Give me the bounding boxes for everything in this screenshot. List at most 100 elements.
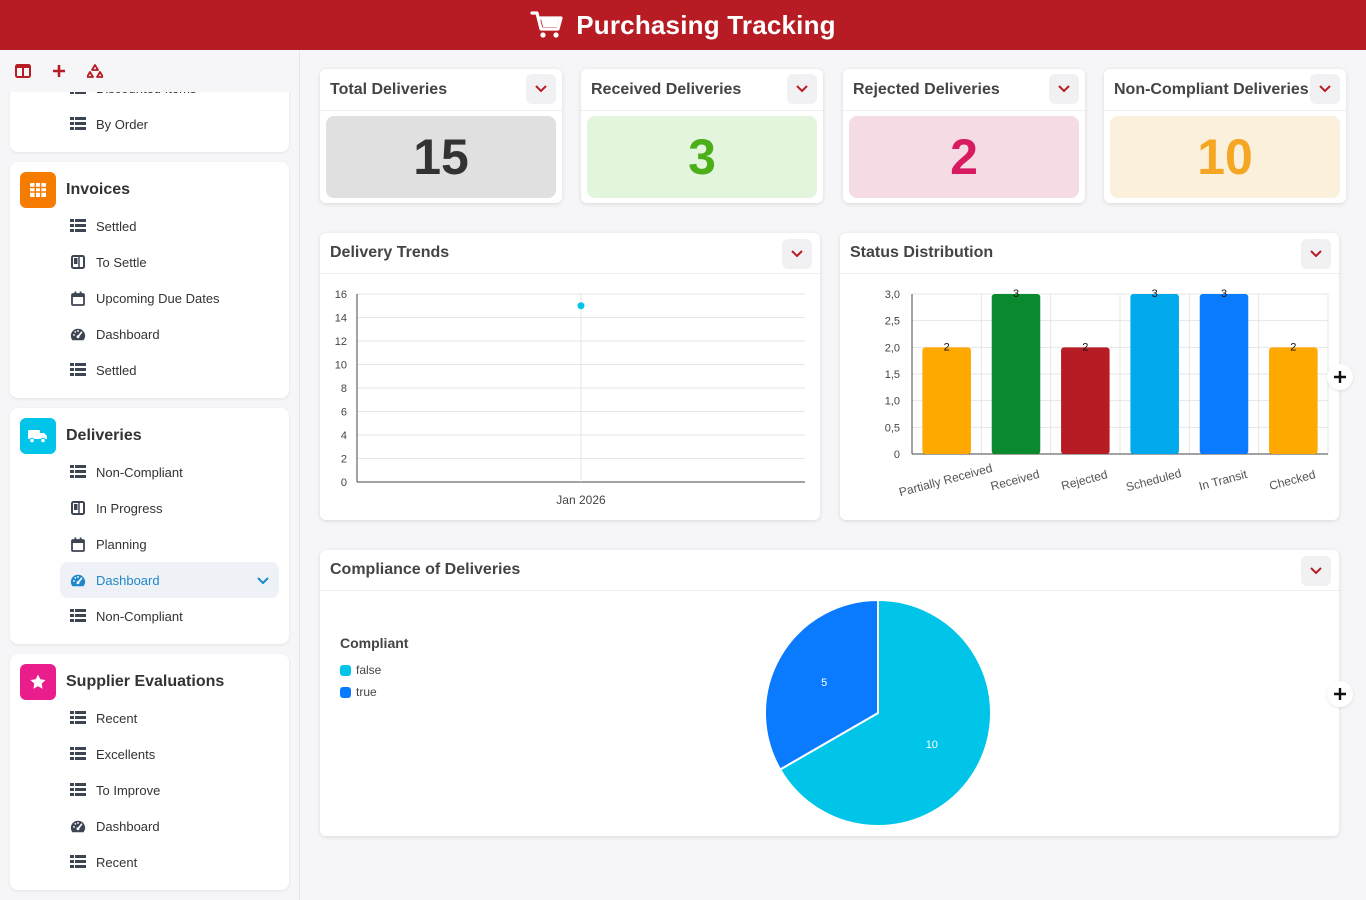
y-tick-label: 16 <box>335 289 347 301</box>
table-icon <box>70 116 86 132</box>
sidebar-item-label: Dashboard <box>96 818 160 834</box>
sidebar-toolbar <box>0 50 299 92</box>
cart-icon <box>530 10 564 40</box>
panel-title: Compliance of Deliveries <box>320 550 1339 591</box>
bar <box>1269 347 1318 454</box>
sidebar-item-label: Excellents <box>96 746 156 762</box>
bar <box>1199 294 1249 454</box>
bar <box>1130 294 1179 454</box>
sidebar-item-by-order[interactable]: By Order <box>10 106 289 142</box>
y-tick-label: 4 <box>341 430 347 442</box>
sidebar-item-label: Planning <box>96 536 147 552</box>
panel-title: Delivery Trends <box>320 233 820 274</box>
sidebar: Discounted Items By Order InvoicesSettle… <box>0 50 300 900</box>
kpi-title: Total Deliveries <box>320 69 562 111</box>
y-tick-label: 2,5 <box>885 316 900 328</box>
plus-icon[interactable] <box>46 58 72 84</box>
bar <box>991 294 1041 454</box>
kpi-menu-button[interactable] <box>1049 74 1079 104</box>
sidebar-item-recent[interactable]: Recent <box>10 700 289 736</box>
recycle-icon[interactable] <box>82 58 108 84</box>
sidebar-item-non-compliant[interactable]: Non-Compliant <box>10 454 289 490</box>
x-tick-label: Rejected <box>1060 467 1109 493</box>
kpi-menu-button[interactable] <box>526 74 556 104</box>
kpi-menu-button[interactable] <box>787 74 817 104</box>
sidebar-item-label: Dashboard <box>96 572 160 588</box>
sidebar-item-label: Settled <box>96 218 137 234</box>
y-tick-label: 6 <box>341 407 347 419</box>
kanban-icon <box>70 500 86 516</box>
delivery-trends-panel: Delivery Trends 0 2 4 6 8 10 12 14 16 Jan 2026 <box>320 233 820 520</box>
kanban-icon <box>70 254 86 270</box>
sidebar-item-label: Recent <box>96 854 138 870</box>
sidebar-item-planning[interactable]: Planning <box>10 526 289 562</box>
kpi-card-received-deliveries: Received Deliveries 3 <box>581 69 823 203</box>
x-tick-label: Partially Received <box>897 461 993 499</box>
sidebar-item-label: By Order <box>96 116 149 132</box>
sidebar-item-label: To Settle <box>96 254 147 270</box>
section-header[interactable]: Deliveries <box>10 418 289 454</box>
sidebar-item-settled[interactable]: Settled <box>10 208 289 244</box>
panel-menu-button[interactable] <box>1301 556 1331 586</box>
sidebar-item-excellents[interactable]: Excellents <box>10 736 289 772</box>
x-tick-label: Received <box>989 467 1041 493</box>
add-widget-button[interactable] <box>1327 681 1353 707</box>
y-tick-label: 14 <box>335 313 347 325</box>
panel-menu-button[interactable] <box>1301 239 1331 269</box>
gauge-icon <box>70 326 86 342</box>
layout-icon[interactable] <box>10 58 36 84</box>
legend-label: false <box>356 663 382 677</box>
section-header[interactable]: Supplier Evaluations <box>10 664 289 700</box>
table-icon <box>70 854 86 870</box>
bar <box>1061 347 1110 454</box>
sidebar-item-dashboard[interactable]: Dashboard <box>10 808 289 844</box>
legend-swatch <box>340 686 351 698</box>
panel-menu-button[interactable] <box>782 239 812 269</box>
y-tick-label: 10 <box>335 360 347 372</box>
sidebar-item-to-settle[interactable]: To Settle <box>10 244 289 280</box>
app-title: Purchasing Tracking <box>576 9 836 40</box>
sidebar-item-dashboard[interactable]: Dashboard <box>60 562 279 598</box>
kpi-title: Received Deliveries <box>581 69 823 111</box>
sidebar-item-to-improve[interactable]: To Improve <box>10 772 289 808</box>
add-widget-button[interactable] <box>1327 364 1353 390</box>
chevron-down-icon[interactable] <box>257 573 269 588</box>
calendar-icon <box>70 290 86 306</box>
y-tick-label: 2 <box>341 454 347 466</box>
chart-legend: Compliant false true <box>340 635 408 703</box>
kpi-card-rejected-deliveries: Rejected Deliveries 2 <box>843 69 1085 203</box>
y-tick-label: 0 <box>894 449 900 461</box>
sidebar-item-in-progress[interactable]: In Progress <box>10 490 289 526</box>
bar-value-label: 2 <box>1290 341 1296 353</box>
compliance-pie-chart: 10 5 <box>764 598 992 827</box>
section-header[interactable]: Invoices <box>10 172 289 208</box>
kpi-value: 15 <box>326 116 556 198</box>
kpi-menu-button[interactable] <box>1310 74 1340 104</box>
sidebar-item-label: Non-Compliant <box>96 464 183 480</box>
y-tick-label: 3,0 <box>885 289 900 301</box>
sidebar-item-label: Settled <box>96 362 137 378</box>
star-icon <box>20 664 56 700</box>
sidebar-item-label: In Progress <box>96 500 163 516</box>
compliance-panel: Compliance of Deliveries Compliant false… <box>320 550 1339 836</box>
legend-item-true[interactable]: true <box>340 681 408 703</box>
table-icon <box>70 218 86 234</box>
y-tick-label: 1,5 <box>885 369 900 381</box>
sidebar-item-upcoming-due-dates[interactable]: Upcoming Due Dates <box>10 280 289 316</box>
y-tick-label: 8 <box>341 383 347 395</box>
legend-item-false[interactable]: false <box>340 659 408 681</box>
truck-icon <box>20 418 56 454</box>
sidebar-item-non-compliant[interactable]: Non-Compliant <box>10 598 289 634</box>
bar-value-label: 3 <box>1221 288 1227 300</box>
sidebar-item-label: Non-Compliant <box>96 608 183 624</box>
table-icon <box>70 464 86 480</box>
bar-value-label: 3 <box>1152 288 1158 300</box>
sidebar-item-recent[interactable]: Recent <box>10 844 289 880</box>
status-distribution-chart: 0 0,5 1,0 1,5 2,0 2,5 3,0 2 Partially Received 3 R… <box>885 288 1329 499</box>
bar-value-label: 3 <box>1013 288 1019 300</box>
sidebar-item-dashboard[interactable]: Dashboard <box>10 316 289 352</box>
status-distribution-panel: Status Distribution 0 0,5 1,0 1,5 2,0 2,5 3,0 2… <box>840 233 1339 520</box>
y-tick-label: 0 <box>341 477 347 489</box>
x-tick-label: Checked <box>1268 467 1317 493</box>
sidebar-item-settled[interactable]: Settled <box>10 352 289 388</box>
